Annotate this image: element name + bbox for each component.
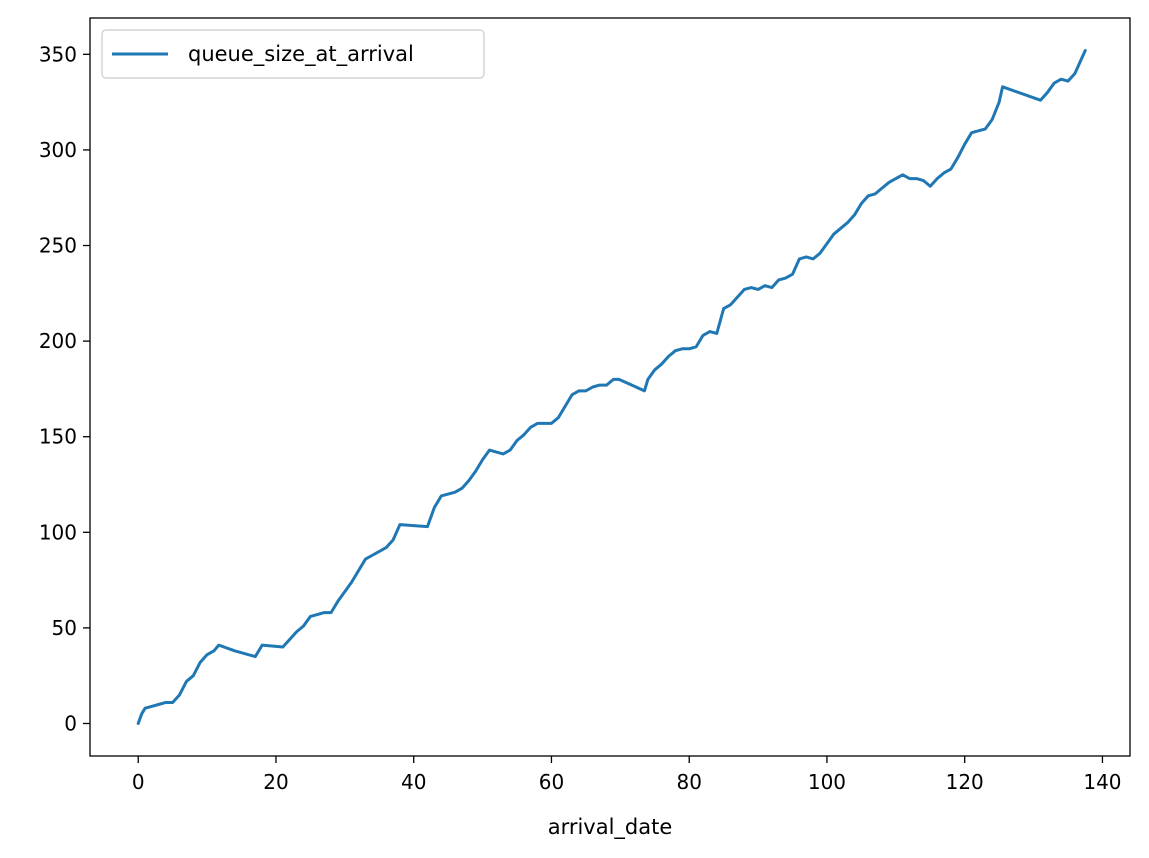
x-tick-label: 0 bbox=[132, 770, 145, 794]
x-tick-label: 80 bbox=[676, 770, 701, 794]
y-tick-label: 300 bbox=[39, 138, 77, 162]
series-layer bbox=[136, 49, 1087, 725]
legend-box bbox=[101, 29, 485, 79]
x-tick-label: 120 bbox=[946, 770, 984, 794]
x-tick-label: 40 bbox=[401, 770, 426, 794]
y-tick-label: 350 bbox=[39, 42, 77, 66]
y-tick-label: 250 bbox=[39, 234, 77, 258]
plot-area bbox=[89, 17, 1131, 757]
x-tick-label: 20 bbox=[263, 770, 288, 794]
y-tick-label: 200 bbox=[39, 329, 77, 353]
y-tick-label: 100 bbox=[39, 520, 77, 544]
x-tick-label: 140 bbox=[1083, 770, 1121, 794]
y-axis: 0 50 100 150 200 250 300 350 bbox=[39, 42, 90, 735]
x-tick-label: 100 bbox=[808, 770, 846, 794]
legend-label: queue_size_at_arrival bbox=[188, 42, 414, 67]
legend: queue_size_at_arrival bbox=[101, 29, 485, 79]
x-tick-label: 60 bbox=[539, 770, 564, 794]
y-tick-label: 0 bbox=[64, 711, 77, 735]
series-line-0 bbox=[136, 49, 1087, 725]
y-tick-label: 150 bbox=[39, 425, 77, 449]
x-axis: 0 20 40 60 80 100 120 140 bbox=[132, 756, 1122, 794]
y-tick-label: 50 bbox=[52, 616, 77, 640]
x-axis-label: arrival_date bbox=[548, 815, 673, 840]
